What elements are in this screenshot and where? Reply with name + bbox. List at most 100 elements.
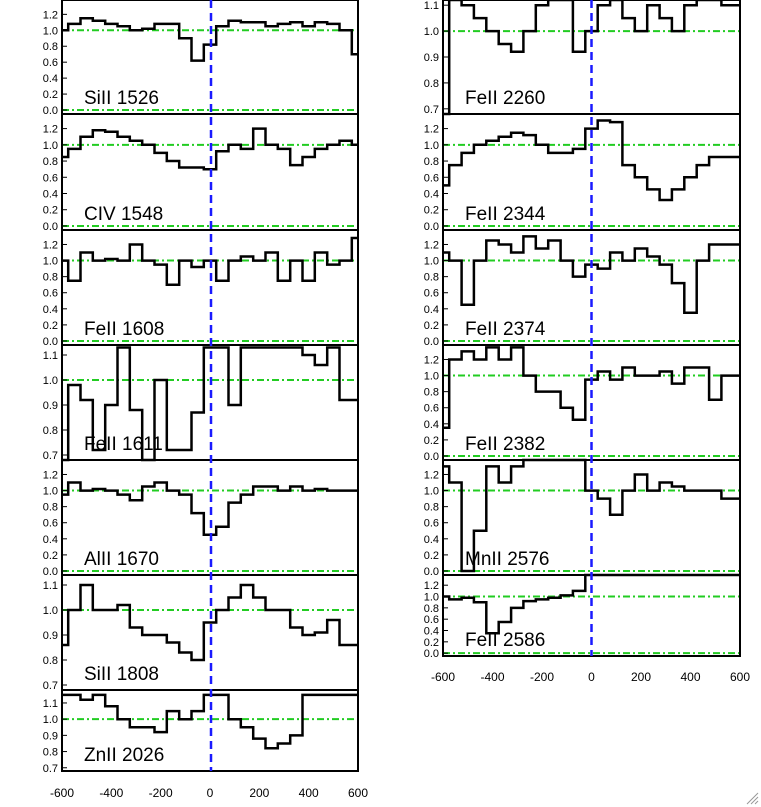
panel-feii-2344-ytick-label: 1.2 xyxy=(424,124,439,136)
panel-feii-2260-ytick-label: 0.9 xyxy=(424,52,439,64)
panel-feii-2374-ytick-label: 0.8 xyxy=(424,272,439,284)
panel-znii-2026-ytick-label: 0.7 xyxy=(43,763,58,775)
x-tick-label-right: 400 xyxy=(680,670,700,684)
panel-siii-1526-ytick-label: 0.8 xyxy=(43,41,58,53)
panel-siii-1808-ytick-label: 0.8 xyxy=(43,655,58,667)
panel-feii-2260-ytick-label: 0.8 xyxy=(424,78,439,90)
panel-feii-1611-ytick-label: 0.8 xyxy=(43,425,58,437)
resize-grip-icon[interactable] xyxy=(745,791,759,805)
panel-feii-1608-ytick-label: 0.4 xyxy=(43,304,58,316)
panel-feii-2374-ytick-label: 0.2 xyxy=(424,320,439,332)
panel-alii-1670-ytick-label: 0.6 xyxy=(43,518,58,530)
panel-siii-1808-ytick-label: 0.7 xyxy=(43,680,58,692)
panel-feii-2586-ytick-label: 0.2 xyxy=(424,637,439,649)
panel-feii-2382-ytick-label: 1.2 xyxy=(424,354,439,366)
panel-alii-1670-spectrum-line xyxy=(62,481,358,537)
panel-znii-2026: 0.7 0.8 0.9 1.0 1.1 ZnII 2026 xyxy=(43,689,359,775)
x-tick-label-right: -400 xyxy=(480,670,504,684)
x-tick-label-left: -600 xyxy=(50,786,74,800)
panel-feii-2344-ytick-label: 0.2 xyxy=(424,205,439,217)
panel-mnii-2576-spectrum-line xyxy=(443,458,740,573)
panel-siii-1526-ytick-label: 0.6 xyxy=(43,57,58,69)
panel-civ-1548-ion-label: CIV 1548 xyxy=(84,204,163,225)
panel-civ-1548-spectrum-line xyxy=(62,127,358,171)
panel-siii-1526-ytick-label: 1.0 xyxy=(43,25,58,37)
panel-feii-2586-ytick-label: 0.6 xyxy=(424,614,439,626)
panel-civ-1548-ytick-label: 1.0 xyxy=(43,140,58,152)
panel-feii-2260-ytick-label: 0.7 xyxy=(424,104,439,116)
panel-feii-1608-ytick-label: 1.0 xyxy=(43,256,58,268)
panel-feii-2586-ytick-label: 1.2 xyxy=(424,580,439,592)
panel-feii-2344: 0.0 0.2 0.4 0.6 0.8 1.0 1.2 FeII 2344 xyxy=(424,113,741,233)
panel-znii-2026-ytick-label: 1.1 xyxy=(43,698,58,710)
panel-feii-1608-ion-label: FeII 1608 xyxy=(84,319,164,340)
panel-siii-1808-ytick-label: 1.0 xyxy=(43,605,58,617)
x-tick-label-right: 600 xyxy=(730,670,750,684)
panel-siii-1808-ytick-label: 1.1 xyxy=(43,580,58,592)
panel-siii-1526-ytick-label: 0.0 xyxy=(43,105,58,117)
panel-mnii-2576-ytick-label: 0.0 xyxy=(424,566,439,578)
panel-civ-1548-ytick-label: 0.6 xyxy=(43,172,58,184)
panel-znii-2026-ytick-label: 0.9 xyxy=(43,730,58,742)
panel-feii-2374-ytick-label: 0.4 xyxy=(424,304,439,316)
x-tick-label-right: -600 xyxy=(431,670,455,684)
panel-mnii-2576-ytick-label: 0.2 xyxy=(424,550,439,562)
panel-feii-2586-ion-label: FeII 2586 xyxy=(465,630,545,651)
panel-feii-2382-ytick-label: 1.0 xyxy=(424,371,439,383)
panel-feii-2382-ytick-label: 0.2 xyxy=(424,435,439,447)
panel-mnii-2576-ytick-label: 1.0 xyxy=(424,486,439,498)
x-tick-label-left: -400 xyxy=(99,786,123,800)
panel-mnii-2576-ytick-label: 0.6 xyxy=(424,518,439,530)
panel-znii-2026-ion-label: ZnII 2026 xyxy=(84,745,164,766)
panel-feii-1611: 0.7 0.8 0.9 1.0 1.1 FeII 1611 xyxy=(43,344,359,462)
panel-feii-2344-ytick-label: 0.8 xyxy=(424,156,439,168)
panel-feii-2374-ytick-label: 1.0 xyxy=(424,256,439,268)
panel-alii-1670-ytick-label: 0.2 xyxy=(43,550,58,562)
panel-siii-1526-ytick-label: 0.2 xyxy=(43,89,58,101)
panel-siii-1526: 0.0 0.2 0.4 0.6 0.8 1.0 1.2 SiII 1526 xyxy=(43,0,359,117)
panel-znii-2026-spectrum-line xyxy=(62,693,358,750)
panel-civ-1548-ytick-label: 0.8 xyxy=(43,156,58,168)
panel-feii-1608-ytick-label: 1.2 xyxy=(43,239,58,251)
panel-mnii-2576: 0.0 0.2 0.4 0.6 0.8 1.0 1.2 MnII 2576 xyxy=(424,458,741,578)
panel-siii-1526-ion-label: SiII 1526 xyxy=(84,88,159,109)
panel-feii-2344-ytick-label: 1.0 xyxy=(424,140,439,152)
panel-alii-1670-ytick-label: 1.0 xyxy=(43,486,58,498)
panel-civ-1548-ytick-label: 1.2 xyxy=(43,124,58,136)
panel-feii-2382-ion-label: FeII 2382 xyxy=(465,434,545,455)
panel-feii-1611-ion-label: FeII 1611 xyxy=(84,434,163,455)
x-tick-label-left: 0 xyxy=(207,786,214,800)
panel-feii-2344-spectrum-line xyxy=(443,119,740,202)
panel-alii-1670-ytick-label: 0.4 xyxy=(43,534,58,546)
panel-znii-2026-ytick-label: 1.0 xyxy=(43,714,58,726)
panel-feii-2382-ytick-label: 0.6 xyxy=(424,403,439,415)
panel-feii-2586-ytick-label: 0.8 xyxy=(424,603,439,615)
panel-siii-1526-ytick-label: 0.4 xyxy=(43,73,58,85)
panel-feii-2382-spectrum-line xyxy=(443,346,740,430)
x-tick-label-right: 0 xyxy=(588,670,595,684)
x-tick-label-right: -200 xyxy=(530,670,554,684)
panel-feii-2382: 0.0 0.2 0.4 0.6 0.8 1.0 1.2 FeII 2382 xyxy=(424,344,741,463)
panel-feii-1608-ytick-label: 0.0 xyxy=(43,336,58,348)
panel-feii-2382-ytick-label: 0.4 xyxy=(424,419,439,431)
panel-alii-1670-ytick-label: 0.8 xyxy=(43,502,58,514)
panel-alii-1670-ytick-label: 1.2 xyxy=(43,469,58,481)
panel-mnii-2576-ytick-label: 0.4 xyxy=(424,534,439,546)
panel-alii-1670-ion-label: AlII 1670 xyxy=(84,549,159,570)
panel-feii-2374-ytick-label: 1.2 xyxy=(424,239,439,251)
panel-civ-1548-ytick-label: 0.4 xyxy=(43,188,58,200)
panel-siii-1808-ion-label: SiII 1808 xyxy=(84,664,159,685)
x-tick-label-left: 600 xyxy=(348,786,368,800)
panel-feii-2260-ytick-label: 1.0 xyxy=(424,26,439,38)
panel-mnii-2576-ytick-label: 1.2 xyxy=(424,469,439,481)
panel-feii-2586-ytick-label: 1.0 xyxy=(424,592,439,604)
panel-civ-1548-ytick-label: 0.0 xyxy=(43,221,58,233)
panel-siii-1808: 0.7 0.8 0.9 1.0 1.1 SiII 1808 xyxy=(43,574,359,692)
panel-siii-1808-ytick-label: 0.9 xyxy=(43,630,58,642)
panel-feii-2586: 0.00.20.40.60.81.01.2 FeII 2586 xyxy=(424,573,741,660)
panel-feii-1611-ytick-label: 0.7 xyxy=(43,450,58,462)
panel-feii-1608-ytick-label: 0.2 xyxy=(43,320,58,332)
panel-feii-1608: 0.0 0.2 0.4 0.6 0.8 1.0 1.2 FeII 1608 xyxy=(43,229,359,348)
panel-feii-2586-ytick-label: 0.4 xyxy=(424,626,439,638)
panel-civ-1548-ytick-label: 0.2 xyxy=(43,205,58,217)
